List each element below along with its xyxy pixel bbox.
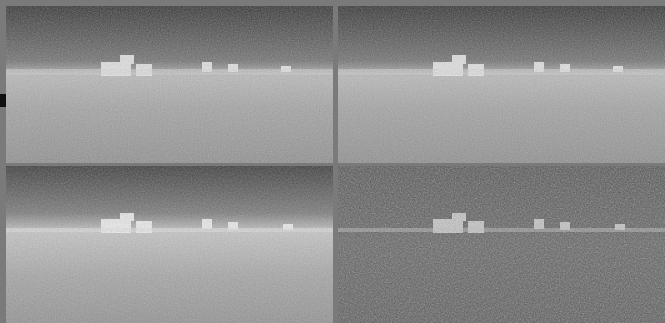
noisy-scene-image xyxy=(338,6,665,163)
panel-top-left xyxy=(6,6,333,163)
left-edge-marker xyxy=(0,94,6,107)
panel-bottom-left xyxy=(6,166,333,323)
panel-top-right xyxy=(338,6,665,163)
noisy-scene-image xyxy=(6,166,333,323)
panel-bottom-right xyxy=(338,166,665,323)
noisy-scene-image xyxy=(6,6,333,163)
noisy-scene-image xyxy=(338,166,665,323)
